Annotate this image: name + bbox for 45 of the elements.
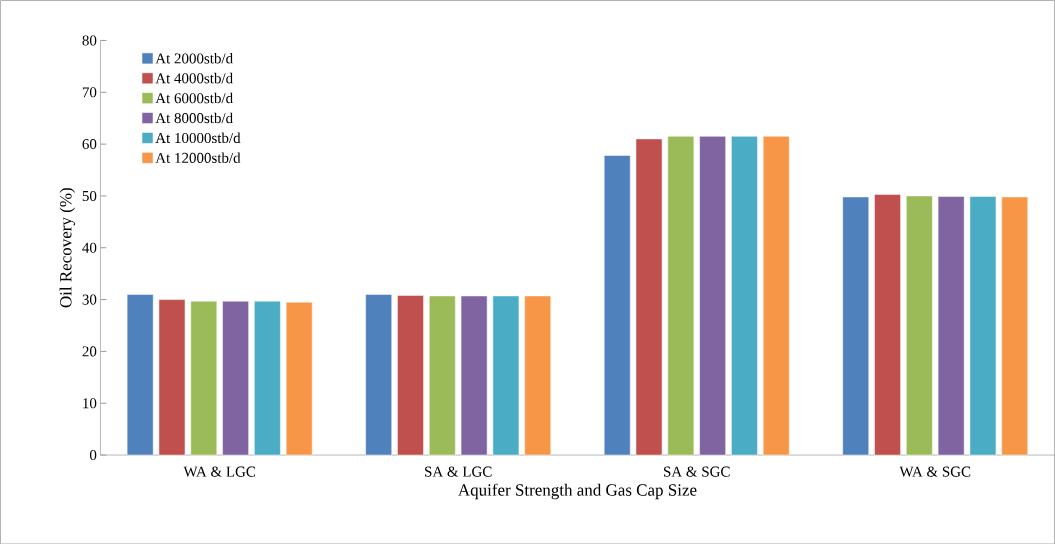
legend-label: At 10000stb/d: [155, 132, 241, 143]
legend-label: At 6000stb/d: [155, 92, 233, 104]
y-tick-label: 80: [82, 35, 97, 46]
y-tick-label: 30: [82, 294, 97, 305]
bar: [874, 193, 901, 456]
bar: [222, 300, 249, 456]
bar: [667, 135, 695, 456]
bar: [365, 293, 392, 456]
x-tick-label: WA & LGC: [183, 466, 256, 477]
legend-label: At 12000stb/d: [155, 152, 241, 163]
bar: [937, 195, 965, 456]
bar: [842, 196, 870, 456]
x-tick-label: SA & LGC: [425, 466, 492, 477]
bar: [635, 138, 663, 456]
bar: [285, 301, 313, 456]
bar: [190, 300, 218, 456]
bar: [158, 299, 186, 456]
bar: [126, 293, 154, 456]
bar: [397, 294, 424, 456]
x-tick-label: SA & SGC: [664, 466, 730, 477]
y-tick-label: 40: [82, 242, 97, 253]
y-tick-label: 70: [82, 86, 97, 98]
legend-label: At 4000stb/d: [155, 72, 233, 84]
bar: [429, 295, 456, 456]
y-tick-label: 60: [82, 138, 97, 149]
legend-label: At 8000stb/d: [155, 112, 233, 123]
bar: [460, 295, 488, 456]
y-axis-title: Oil Recovery (%): [59, 187, 76, 308]
bar: [254, 300, 281, 456]
x-axis-title: Aquifer Strength and Gas Cap Size: [458, 483, 697, 500]
y-tick-label: 20: [82, 346, 97, 357]
bar: [603, 155, 631, 456]
bar: [762, 135, 790, 456]
bar: [699, 135, 726, 456]
bar: [731, 135, 758, 456]
legend-label: At 2000stb/d: [155, 52, 233, 64]
bar: [492, 295, 520, 456]
x-tick-label: WA & SGC: [899, 466, 971, 477]
bar: [969, 195, 997, 456]
y-tick-label: 0: [89, 449, 97, 460]
bar: [1001, 196, 1029, 456]
y-tick-label: 50: [82, 190, 97, 201]
y-tick-label: 10: [83, 397, 97, 409]
bar: [524, 295, 551, 456]
bar: [906, 195, 933, 456]
